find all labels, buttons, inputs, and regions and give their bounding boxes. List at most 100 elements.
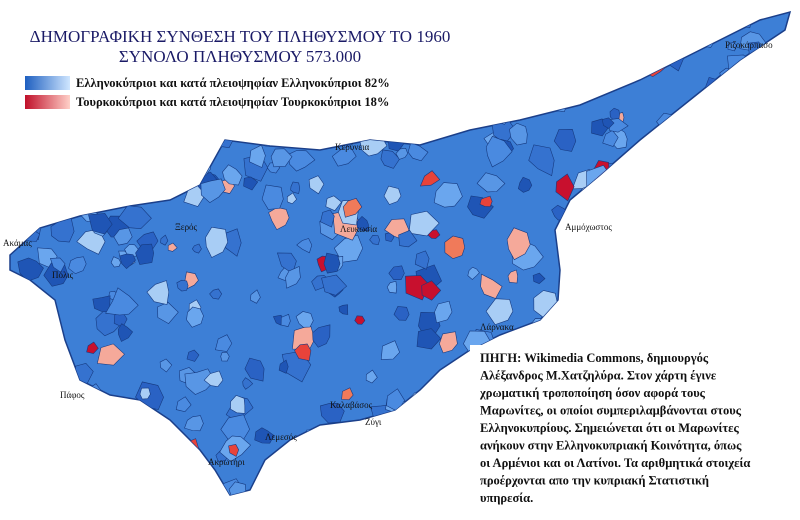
district bbox=[37, 357, 48, 368]
district bbox=[428, 437, 446, 455]
district bbox=[765, 51, 777, 62]
district bbox=[434, 445, 452, 464]
district bbox=[186, 349, 200, 362]
district bbox=[103, 146, 129, 172]
district bbox=[435, 379, 449, 393]
district bbox=[175, 485, 195, 495]
district bbox=[61, 174, 86, 196]
district bbox=[200, 178, 226, 203]
district bbox=[669, 194, 682, 206]
district bbox=[135, 243, 155, 265]
district bbox=[661, 232, 681, 255]
place-label: Καλαβάσος bbox=[330, 400, 373, 410]
district bbox=[532, 272, 546, 284]
district bbox=[117, 205, 152, 230]
source-line: χρωματική τροποποίηση όσον αφορά τους bbox=[479, 386, 706, 400]
district bbox=[271, 129, 289, 143]
source-box bbox=[470, 345, 795, 515]
district bbox=[17, 257, 44, 282]
district bbox=[380, 340, 400, 360]
district bbox=[718, 219, 744, 244]
district bbox=[509, 122, 528, 146]
district bbox=[645, 154, 672, 176]
place-label: Ακρωτήρι bbox=[208, 457, 245, 467]
district bbox=[105, 287, 139, 316]
district bbox=[342, 198, 363, 218]
legend-swatch bbox=[25, 76, 70, 90]
district bbox=[699, 117, 713, 132]
district bbox=[556, 330, 569, 346]
district bbox=[480, 94, 515, 125]
district bbox=[732, 12, 750, 24]
district bbox=[419, 170, 441, 187]
district bbox=[671, 298, 694, 325]
district bbox=[44, 427, 67, 451]
district bbox=[139, 426, 154, 447]
place-label: Ριζοκάρπασο bbox=[725, 40, 773, 50]
district bbox=[338, 304, 349, 315]
district bbox=[86, 474, 106, 495]
district bbox=[729, 100, 757, 125]
district bbox=[17, 468, 38, 489]
district bbox=[10, 390, 23, 417]
district bbox=[556, 12, 578, 33]
district bbox=[42, 343, 65, 373]
district bbox=[96, 343, 125, 366]
district bbox=[290, 181, 301, 194]
district bbox=[49, 257, 66, 273]
district bbox=[479, 195, 493, 208]
subtitle: ΣΥΝΟΛΟ ΠΛΗΘΥΣΜΟΥ 573.000 bbox=[119, 47, 361, 66]
district bbox=[727, 42, 737, 52]
district bbox=[552, 319, 574, 342]
district bbox=[517, 176, 533, 193]
district bbox=[568, 333, 578, 344]
district bbox=[242, 377, 254, 390]
district bbox=[759, 201, 774, 216]
district bbox=[230, 395, 246, 414]
district bbox=[644, 167, 653, 176]
district bbox=[768, 301, 784, 318]
district bbox=[341, 387, 354, 401]
district bbox=[35, 433, 45, 442]
district bbox=[555, 173, 575, 202]
district bbox=[564, 317, 575, 328]
district bbox=[694, 257, 705, 271]
district bbox=[735, 183, 745, 196]
district bbox=[34, 321, 53, 349]
district bbox=[184, 271, 199, 290]
district bbox=[719, 232, 744, 258]
district bbox=[652, 198, 674, 227]
place-label: Λεμεσός bbox=[265, 432, 297, 442]
district bbox=[53, 451, 73, 471]
district bbox=[682, 156, 692, 167]
district bbox=[175, 396, 192, 413]
district bbox=[71, 489, 87, 495]
district bbox=[600, 237, 617, 258]
district bbox=[49, 443, 71, 470]
district bbox=[10, 217, 33, 236]
place-label: Κερύνεια bbox=[335, 142, 369, 152]
district bbox=[632, 168, 649, 193]
district bbox=[280, 313, 291, 327]
district bbox=[476, 172, 506, 193]
district bbox=[113, 227, 133, 246]
district bbox=[472, 12, 494, 26]
district bbox=[705, 164, 718, 176]
district bbox=[664, 189, 682, 205]
district bbox=[407, 142, 429, 162]
district bbox=[532, 66, 545, 79]
district bbox=[69, 149, 84, 164]
district bbox=[157, 302, 179, 324]
district bbox=[372, 462, 399, 483]
district bbox=[306, 429, 329, 452]
district bbox=[323, 252, 341, 274]
district bbox=[471, 93, 490, 110]
district bbox=[17, 484, 44, 495]
district bbox=[278, 359, 289, 374]
district bbox=[62, 131, 93, 153]
district bbox=[720, 265, 735, 278]
district bbox=[354, 315, 366, 325]
district bbox=[763, 96, 777, 107]
district bbox=[572, 312, 601, 340]
district bbox=[250, 289, 261, 304]
